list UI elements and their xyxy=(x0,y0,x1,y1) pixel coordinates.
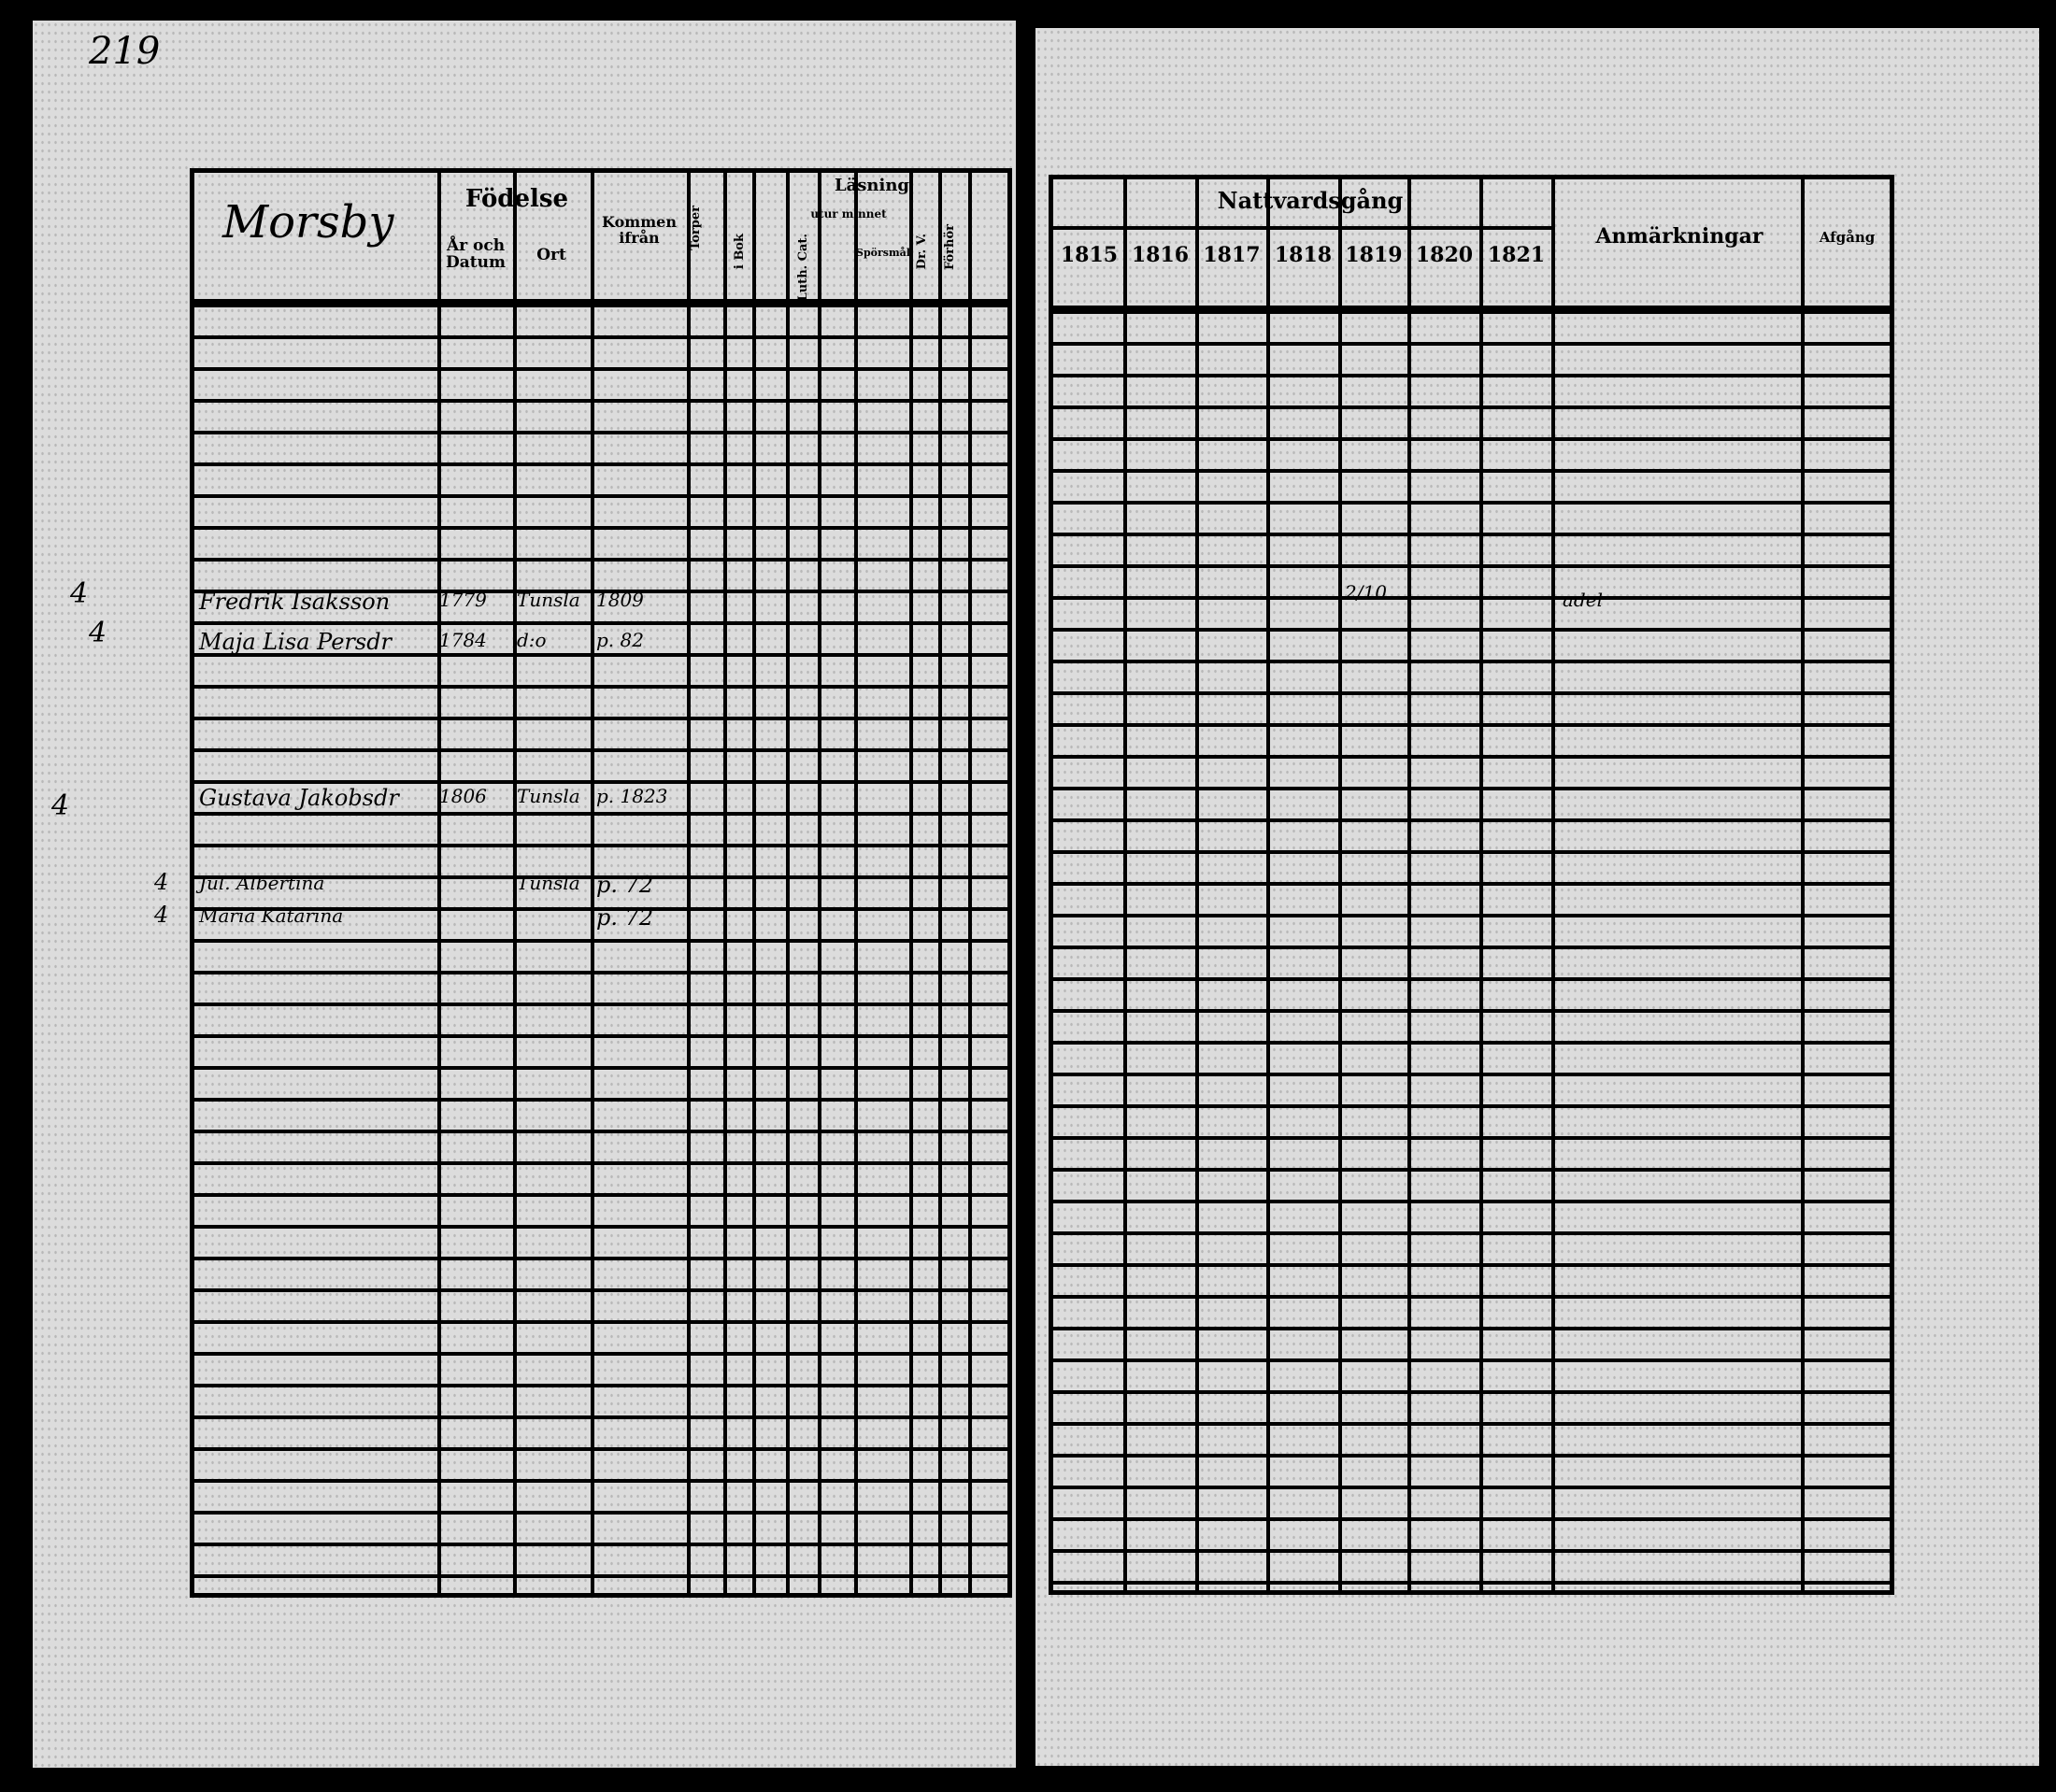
header-spors: Spörsmål xyxy=(856,247,910,259)
table-rows xyxy=(1053,310,1890,1590)
header-fodelse: Födelse xyxy=(442,186,592,212)
header-forhor: Förhör xyxy=(943,224,957,271)
entry-born: 1784 xyxy=(439,629,487,651)
column-divider xyxy=(1407,179,1411,1590)
column-divider xyxy=(1479,179,1483,1590)
header-year: 1816 xyxy=(1131,243,1190,267)
entry-name: Gustava Jakobsdr xyxy=(199,785,399,811)
table-rows xyxy=(194,304,1007,1593)
margin-note: 4 xyxy=(70,577,89,610)
entry-from: p. 72 xyxy=(596,904,654,931)
header-year: 1818 xyxy=(1274,243,1333,267)
header-year: 1817 xyxy=(1203,243,1261,267)
header-lasning: Läsning xyxy=(834,176,910,195)
column-divider xyxy=(968,173,972,1593)
entry-born: 1779 xyxy=(439,589,487,611)
entry-name: Maria Katarina xyxy=(199,904,344,927)
header-year: 1820 xyxy=(1415,243,1474,267)
column-divider xyxy=(818,173,821,1593)
column-divider xyxy=(591,173,594,1593)
entry-place: d:o xyxy=(517,629,547,651)
header-year: 1815 xyxy=(1060,243,1119,267)
header-nattvardsgang: Nattvardsgång xyxy=(1217,187,1404,214)
register-table-left: Morsby Födelse År och Datum Ort Kommen i… xyxy=(190,168,1012,1598)
margin-note: 4 xyxy=(154,902,169,928)
village-name: Morsby xyxy=(222,196,394,249)
column-divider xyxy=(786,173,790,1593)
header-afgang: Afgång xyxy=(1819,229,1876,246)
header-ort: Ort xyxy=(536,246,566,264)
entry-place: Tunsla xyxy=(517,785,580,807)
column-divider xyxy=(1195,179,1199,1590)
entry-remark: adel xyxy=(1563,589,1603,611)
entry-place: Tunsla xyxy=(517,872,580,894)
column-divider xyxy=(752,173,756,1593)
column-divider xyxy=(1801,179,1805,1590)
column-divider xyxy=(938,173,942,1593)
register-table-right: Nattvardsgång 1815 1816 1817 1818 1819 1820 18… xyxy=(1049,175,1894,1595)
header-torper: Torper xyxy=(689,206,703,250)
column-divider xyxy=(1266,179,1270,1590)
header-utur-minnet: utur minnet xyxy=(810,207,887,220)
header-i-bok: i Bok xyxy=(733,234,747,270)
column-divider xyxy=(909,173,913,1593)
header-subdivider xyxy=(1053,226,1553,230)
column-divider xyxy=(437,173,441,1593)
entry-from: 1809 xyxy=(596,589,644,611)
margin-note: 4 xyxy=(51,789,70,822)
header-divider xyxy=(194,299,1007,304)
header-kommen-ifran: Kommen ifrån xyxy=(602,213,677,247)
column-divider xyxy=(854,173,858,1593)
column-divider xyxy=(723,173,727,1593)
column-divider xyxy=(1551,179,1555,1590)
column-divider xyxy=(687,173,691,1593)
entry-name: Jul. Albertina xyxy=(199,872,325,894)
column-divider xyxy=(513,173,517,1593)
header-year: 1821 xyxy=(1487,243,1546,267)
entry-from: p. 1823 xyxy=(596,785,668,807)
header-dr-v: Dr. V. xyxy=(915,234,929,270)
header-luth-cat: Luth. Cat. xyxy=(796,234,810,302)
entry-name: Maja Lisa Persdr xyxy=(199,629,393,655)
entry-born: 1806 xyxy=(439,785,487,807)
margin-note: 4 xyxy=(154,869,169,895)
entry-place: Tunsla xyxy=(517,589,580,611)
header-year: 1819 xyxy=(1345,243,1403,267)
header-divider xyxy=(1053,306,1890,310)
entry-from: p. 82 xyxy=(596,629,644,651)
column-divider xyxy=(1338,179,1342,1590)
entry-communion-1819: 2/10 xyxy=(1345,581,1387,604)
entry-from: p. 72 xyxy=(596,872,654,898)
column-divider xyxy=(1123,179,1127,1590)
header-ar-och-datum: År och Datum xyxy=(446,236,506,272)
margin-note: 4 xyxy=(89,617,107,649)
entry-name: Fredrik Isaksson xyxy=(199,589,391,615)
page-number: 219 xyxy=(89,30,161,73)
header-anmarkningar: Anmärkningar xyxy=(1595,224,1763,249)
